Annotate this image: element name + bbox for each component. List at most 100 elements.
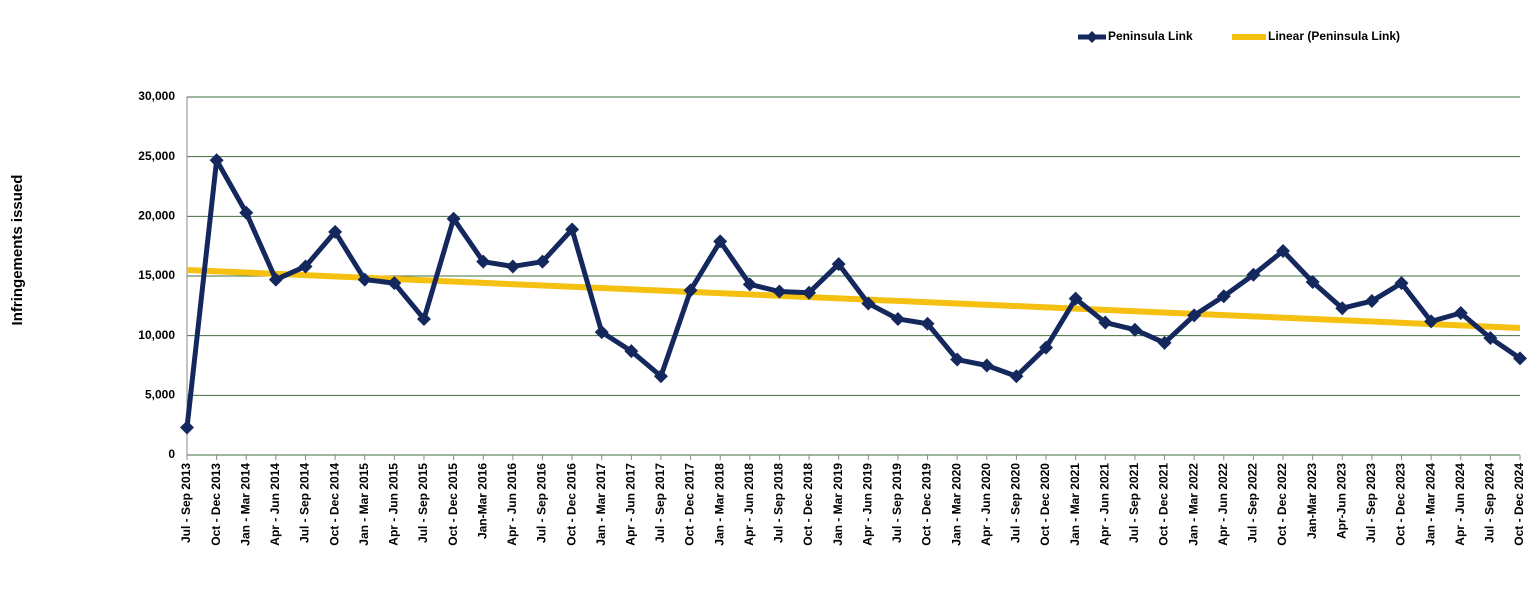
marker xyxy=(446,211,461,226)
marker xyxy=(950,352,965,367)
marker xyxy=(1364,294,1379,309)
marker xyxy=(831,257,846,272)
marker xyxy=(1276,243,1291,258)
x-tick-label: Oct - Dec 2018 xyxy=(801,463,815,546)
x-tick-label: Apr - Jun 2018 xyxy=(742,463,756,546)
marker xyxy=(387,276,402,291)
legend-marker xyxy=(1086,31,1098,43)
marker xyxy=(1216,289,1231,304)
marker xyxy=(1157,335,1172,350)
marker xyxy=(1453,305,1468,320)
marker xyxy=(1305,274,1320,289)
series-line xyxy=(184,157,1522,428)
x-tick-label: Jan - Mar 2020 xyxy=(949,463,963,546)
x-tick-label: Jul - Sep 2016 xyxy=(535,463,549,543)
marker xyxy=(1098,315,1113,330)
x-tick-label: Jul - Sep 2024 xyxy=(1483,463,1497,543)
marker xyxy=(416,311,431,326)
x-tick-label: Jan - Mar 2022 xyxy=(1186,463,1200,546)
marker xyxy=(298,259,313,274)
x-tick-label: Jan - Mar 2015 xyxy=(357,463,371,546)
x-tick-label: Oct - Dec 2019 xyxy=(920,463,934,546)
x-tick-label: Apr - Jun 2014 xyxy=(268,463,282,546)
marker xyxy=(1246,267,1261,282)
x-tick-label: Jan - Mar 2019 xyxy=(831,463,845,546)
x-tick-label: Jul - Sep 2023 xyxy=(1364,463,1378,543)
trendline xyxy=(186,266,1521,331)
x-tick-label: Jul - Sep 2014 xyxy=(298,463,312,543)
x-tick-label: Oct - Dec 2021 xyxy=(1157,463,1171,546)
y-tick-label: 5,000 xyxy=(145,388,175,402)
marker xyxy=(1513,351,1527,366)
marker xyxy=(861,296,876,311)
marker xyxy=(1483,331,1498,346)
marker xyxy=(180,420,194,435)
x-tick-label: Jul - Sep 2020 xyxy=(1009,463,1023,543)
marker xyxy=(565,222,580,237)
marker xyxy=(209,153,224,168)
marker xyxy=(268,272,283,287)
x-tick-label: Jan-Mar 2016 xyxy=(475,463,489,539)
x-tick-label: Apr - Jun 2024 xyxy=(1453,463,1467,546)
marker xyxy=(653,369,668,384)
marker xyxy=(476,254,491,269)
x-tick-label: Jan - Mar 2014 xyxy=(238,463,252,546)
y-axis-label: Infringements issued xyxy=(9,175,26,326)
marker xyxy=(920,316,935,331)
marker xyxy=(1127,322,1142,337)
marker xyxy=(1335,301,1350,316)
marker xyxy=(802,285,817,300)
marker xyxy=(594,325,609,340)
x-tick-label: Oct - Dec 2023 xyxy=(1394,463,1408,546)
x-tick-label: Apr - Jun 2019 xyxy=(860,463,874,546)
x-tick-label: Apr - Jun 2022 xyxy=(1216,463,1230,546)
x-tick-label: Apr-Jun 2023 xyxy=(1334,463,1348,539)
x-tick-label: Oct - Dec 2020 xyxy=(1038,463,1052,546)
x-tick-label: Oct - Dec 2022 xyxy=(1275,463,1289,546)
marker xyxy=(1039,340,1054,355)
marker xyxy=(742,277,757,292)
marker xyxy=(713,234,728,249)
x-tick-label: Jan - Mar 2018 xyxy=(712,463,726,546)
x-tick-label: Jan - Mar 2024 xyxy=(1423,463,1437,546)
x-tick-label: Apr - Jun 2020 xyxy=(979,463,993,546)
x-tick-label: Jul - Sep 2017 xyxy=(653,463,667,543)
x-tick-label: Jan - Mar 2021 xyxy=(1068,463,1082,546)
x-tick-label: Apr - Jun 2015 xyxy=(387,463,401,546)
x-tick-label: Jul - Sep 2021 xyxy=(1127,463,1141,543)
legend-label: Linear (Peninsula Link) xyxy=(1268,29,1400,43)
legend-label: Peninsula Link xyxy=(1108,29,1193,43)
x-tick-label: Jan-Mar 2023 xyxy=(1305,463,1319,539)
marker xyxy=(1009,369,1024,384)
marker xyxy=(1394,276,1409,291)
y-tick-label: 10,000 xyxy=(138,328,175,342)
x-tick-label: Oct - Dec 2016 xyxy=(564,463,578,546)
x-tick-label: Oct - Dec 2014 xyxy=(327,463,341,546)
x-tick-label: Oct - Dec 2017 xyxy=(683,463,697,546)
x-tick-label: Jan - Mar 2017 xyxy=(594,463,608,546)
y-tick-label: 15,000 xyxy=(138,268,175,282)
y-tick-label: 20,000 xyxy=(138,209,175,223)
x-tick-label: Jul - Sep 2022 xyxy=(1246,463,1260,543)
marker xyxy=(1187,308,1202,323)
marker xyxy=(328,224,343,239)
x-tick-label: Oct - Dec 2024 xyxy=(1512,463,1526,546)
x-tick-label: Oct - Dec 2013 xyxy=(209,463,223,546)
x-tick-label: Apr - Jun 2021 xyxy=(1097,463,1111,546)
marker xyxy=(239,205,254,220)
x-tick-label: Jul - Sep 2019 xyxy=(890,463,904,543)
x-tick-label: Apr - Jun 2016 xyxy=(505,463,519,546)
marker xyxy=(624,344,639,359)
marker xyxy=(1068,291,1083,306)
marker xyxy=(979,358,994,373)
x-tick-label: Jul - Sep 2013 xyxy=(179,463,193,543)
marker xyxy=(1424,314,1439,329)
y-tick-label: 25,000 xyxy=(138,149,175,163)
marker xyxy=(890,311,905,326)
marker xyxy=(505,259,520,274)
x-tick-label: Jul - Sep 2018 xyxy=(772,463,786,543)
y-tick-label: 30,000 xyxy=(138,89,175,103)
marker xyxy=(357,272,372,287)
marker xyxy=(772,284,787,299)
